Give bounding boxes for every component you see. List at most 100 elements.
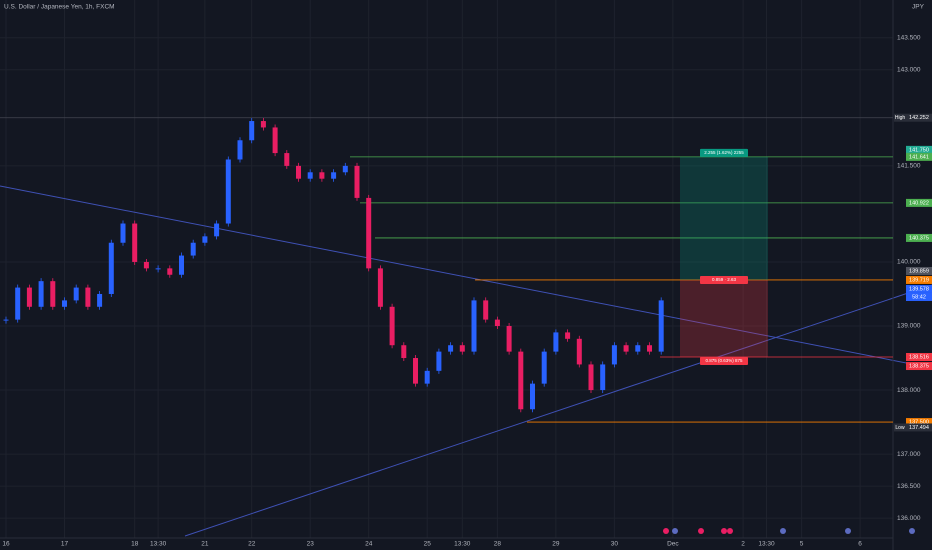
candle [424,370,430,384]
price-tag-box [894,423,906,432]
candle [471,300,477,352]
candle [296,165,301,179]
candle [436,351,442,371]
x-tick-label: 5 [800,541,804,548]
x-tick-label: 13:30 [150,541,167,548]
candle [319,172,325,179]
price-label-box [906,266,932,275]
price-label-box [906,284,932,293]
candle [179,255,184,275]
position-profit [680,156,768,280]
price-label: 138.375 [909,363,929,369]
x-tick-label: 29 [552,541,560,548]
position-label: 2.255 (1.62%) 2255 [704,150,744,155]
price-label: 141.750 [909,147,929,153]
price-label: 139.859 [909,268,929,274]
event-icons [663,528,915,534]
price-label-box [906,198,932,207]
price-label: 138.516 [909,354,929,360]
price-label: 140.375 [909,235,929,241]
candle [366,197,372,269]
candle [518,351,524,410]
y-tick-label: 140.000 [897,259,921,266]
candle [647,345,652,352]
candle [565,332,571,339]
x-tick-label: 17 [61,541,69,548]
candle [494,319,500,327]
x-tick-label: 18 [131,541,139,548]
y-tick-label: 139.000 [897,323,921,330]
candle [354,165,360,198]
x-tick-label: 13:30 [454,541,471,548]
candle [15,287,21,320]
symbol-title: U.S. Dollar / Japanese Yen, 1h, FXCM [4,4,115,11]
x-tick-label: 22 [248,541,256,548]
candle [541,351,547,384]
position-label: 0.859 · 2.63 [712,277,737,282]
price-label-box [906,362,932,371]
x-tick-label: 28 [494,541,502,548]
price-tag-box [894,113,906,122]
candle [448,345,454,352]
candle [97,293,103,307]
candle [26,287,32,307]
position-label: 0.875 (0.63%) 875 [705,358,743,363]
price-label-box [906,275,932,284]
candle [272,127,278,154]
candle [623,345,629,352]
candle [635,345,641,352]
price-label: 141.641 [909,154,929,160]
candle [506,326,512,352]
price-label: 137.500 [909,420,929,426]
candle [108,242,114,294]
candle [143,261,149,269]
price-label-box [906,423,932,432]
candle [214,223,220,237]
candle [225,159,231,224]
position-loss [680,279,768,358]
candle [401,345,407,359]
countdown-box [906,292,932,301]
candle [377,268,383,307]
price-label-box [906,152,932,161]
y-tick-label: 136.500 [897,483,921,490]
y-tick-label: 136.000 [897,515,921,522]
price-tag: Low [895,425,905,431]
price-label-box [906,113,932,122]
candle [331,172,337,179]
candle [132,223,138,262]
candle [237,140,243,160]
candle [459,345,465,352]
x-tick-label: 2 [741,541,745,548]
x-tick-label: Dec [667,541,679,548]
x-tick-label: 13:30 [758,541,775,548]
trend-line [184,284,932,537]
countdown: 58:42 [912,294,926,300]
candle [202,236,208,243]
y-tick-label: 141.500 [897,163,921,170]
y-tick-label: 143.000 [897,67,921,74]
price-label: 137.494 [909,425,929,431]
candle [85,287,91,307]
candle [658,300,664,352]
candle [38,281,44,307]
x-tick-label: 16 [2,541,10,548]
candle [530,383,535,410]
x-tick-label: 24 [365,541,373,548]
price-label: 139.578 [909,286,929,292]
candle [120,223,126,243]
candle [342,165,348,173]
candle [576,338,582,365]
candle [284,153,290,166]
candle [3,319,9,321]
x-tick-label: 21 [201,541,209,548]
price-label-box [906,418,932,427]
candle [389,306,395,346]
candle [62,300,67,307]
price-label-box [906,233,932,242]
candle [155,268,161,270]
candle [260,121,266,128]
candle [249,121,255,141]
price-label: 142.252 [909,115,929,121]
